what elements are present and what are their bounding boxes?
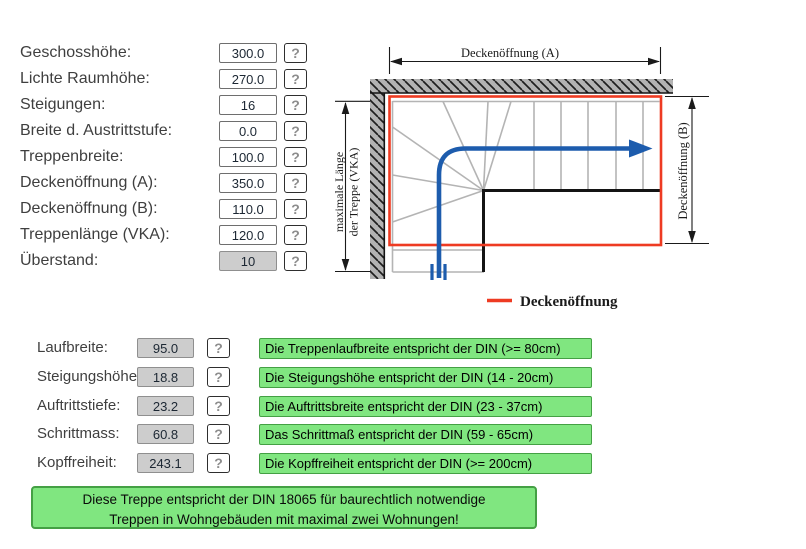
- result-row: Steigungshöhe: ? Die Steigungshöhe entsp…: [0, 367, 806, 388]
- stair-inner-edge: [482, 189, 661, 272]
- form-row: Deckenöffnung (A): ?: [0, 173, 806, 194]
- din-summary-box: Diese Treppe entspricht der DIN 18065 fü…: [31, 486, 537, 529]
- stair-outline: [391, 100, 660, 273]
- dim-vka-arrow-bottom-icon: [341, 259, 350, 271]
- tread-lines-winder: [392, 101, 512, 251]
- help-button[interactable]: ?: [207, 453, 230, 473]
- form-row: Lichte Raumhöhe: ?: [0, 69, 806, 90]
- field-label: Lichte Raumhöhe:: [20, 70, 150, 87]
- legend-label: Deckenöffnung: [520, 294, 618, 310]
- staircase-plan-diagram: Deckenöffnung (A) Deckenöffnung (B) maxi…: [332, 46, 709, 310]
- output-ueberstand: [219, 251, 277, 271]
- field-label: Treppenlänge (VKA):: [20, 226, 170, 243]
- help-button[interactable]: ?: [284, 147, 307, 167]
- field-label: Treppenbreite:: [20, 148, 124, 165]
- dim-b-arrow-bottom-icon: [688, 231, 696, 243]
- result-label: Kopffreiheit:: [37, 454, 117, 471]
- result-label: Steigungshöhe:: [37, 368, 142, 385]
- output-laufbreite: [137, 338, 194, 358]
- wall-top: [370, 79, 673, 93]
- form-row: Geschosshöhe: ?: [0, 43, 806, 64]
- result-label: Schrittmass:: [37, 425, 120, 442]
- field-label: Überstand:: [20, 252, 99, 269]
- dimension-a: [388, 47, 662, 74]
- din-status-message: Die Treppenlaufbreite entspricht der DIN…: [259, 338, 592, 359]
- result-row: Schrittmass: ? Das Schrittmaß entspricht…: [0, 424, 806, 445]
- din-status-message: Die Steigungshöhe entspricht der DIN (14…: [259, 367, 592, 388]
- dim-a-arrow-left-icon: [390, 57, 402, 66]
- output-schrittmass: [137, 424, 194, 444]
- form-row: Breite d. Austrittstufe: ?: [0, 121, 806, 142]
- input-breite-austrittstufe[interactable]: [219, 121, 277, 141]
- field-label: Breite d. Austrittstufe:: [20, 122, 173, 139]
- field-label: Steigungen:: [20, 96, 106, 113]
- walkline: [436, 146, 630, 278]
- input-deckenoeffnung-a[interactable]: [219, 173, 277, 193]
- input-treppenbreite[interactable]: [219, 147, 277, 167]
- input-lichte-raumhoehe[interactable]: [219, 69, 277, 89]
- result-row: Auftrittstiefe: ? Die Auftrittsbreite en…: [0, 396, 806, 417]
- help-button[interactable]: ?: [284, 251, 307, 271]
- help-button[interactable]: ?: [284, 173, 307, 193]
- output-steigungshoehe: [137, 367, 194, 387]
- din-summary-line2: Treppen in Wohngebäuden mit maximal zwei…: [109, 512, 459, 527]
- help-button[interactable]: ?: [207, 396, 230, 416]
- result-row: Laufbreite: ? Die Treppenlaufbreite ents…: [0, 338, 806, 359]
- form-row: Überstand: ?: [0, 251, 806, 272]
- dim-a-label: Deckenöffnung (A): [461, 46, 559, 60]
- help-button[interactable]: ?: [284, 121, 307, 141]
- ceiling-opening-rect: [388, 95, 663, 247]
- dimension-b: [665, 95, 709, 245]
- din-summary-line1: Diese Treppe entspricht der DIN 18065 fü…: [82, 492, 486, 507]
- help-button[interactable]: ?: [284, 43, 307, 63]
- dim-vka-arrow-top-icon: [341, 102, 350, 114]
- din-status-message: Die Kopffreiheit entspricht der DIN (>= …: [259, 453, 592, 474]
- wall-left: [370, 79, 385, 279]
- dim-b-arrow-top-icon: [688, 97, 696, 109]
- help-button[interactable]: ?: [284, 225, 307, 245]
- help-button[interactable]: ?: [207, 424, 230, 444]
- result-label: Laufbreite:: [37, 339, 108, 356]
- walkline-start-ticks: [430, 264, 447, 280]
- help-button[interactable]: ?: [284, 95, 307, 115]
- result-label: Auftrittstiefe:: [37, 397, 121, 414]
- input-treppenlaenge-vka[interactable]: [219, 225, 277, 245]
- dim-vka-label-line1: maximale Länge: [332, 152, 346, 232]
- input-steigungen[interactable]: [219, 95, 277, 115]
- output-auftrittstiefe: [137, 396, 194, 416]
- field-label: Deckenöffnung (B):: [20, 200, 158, 217]
- field-label: Deckenöffnung (A):: [20, 174, 158, 191]
- tread-lines-straight: [533, 101, 644, 190]
- help-button[interactable]: ?: [284, 199, 307, 219]
- field-label: Geschosshöhe:: [20, 44, 132, 61]
- dim-b-label: Deckenöffnung (B): [676, 122, 690, 219]
- din-status-message: Das Schrittmaß entspricht der DIN (59 - …: [259, 424, 592, 445]
- output-kopffreiheit: [137, 453, 194, 473]
- dim-vka-label-line2: der Treppe (VKA): [347, 148, 361, 237]
- dimension-vka: [335, 100, 370, 273]
- input-deckenoeffnung-b[interactable]: [219, 199, 277, 219]
- result-row: Kopffreiheit: ? Die Kopffreiheit entspri…: [0, 453, 806, 474]
- help-button[interactable]: ?: [284, 69, 307, 89]
- form-row: Deckenöffnung (B): ?: [0, 199, 806, 220]
- form-row: Treppenbreite: ?: [0, 147, 806, 168]
- form-row: Steigungen: ?: [0, 95, 806, 116]
- help-button[interactable]: ?: [207, 338, 230, 358]
- dim-a-arrow-right-icon: [648, 57, 660, 66]
- help-button[interactable]: ?: [207, 367, 230, 387]
- walkline-arrowhead-icon: [629, 139, 653, 158]
- input-geschosshoehe[interactable]: [219, 43, 277, 63]
- form-row: Treppenlänge (VKA): ?: [0, 225, 806, 246]
- din-status-message: Die Auftrittsbreite entspricht der DIN (…: [259, 396, 592, 417]
